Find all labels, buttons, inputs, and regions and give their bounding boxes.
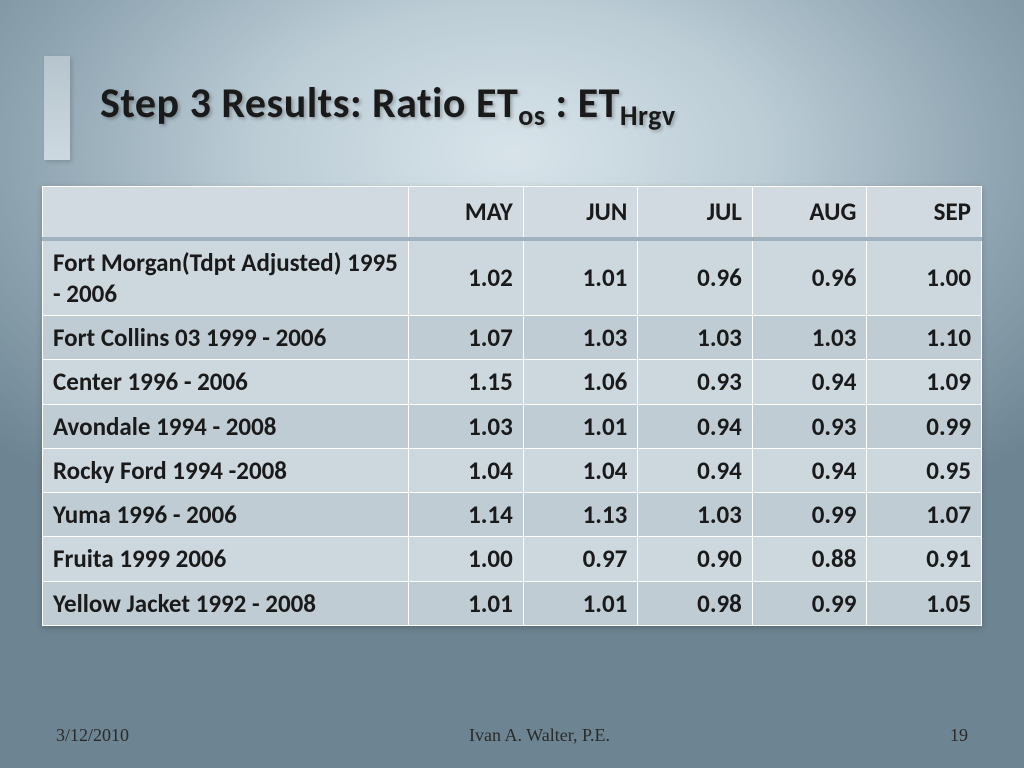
row-value: 1.03: [638, 493, 753, 537]
row-value: 1.04: [523, 448, 638, 492]
col-header-may: MAY: [409, 187, 524, 239]
footer-author: Ivan A. Walter, P.E.: [469, 725, 610, 746]
table-header-row: MAY JUN JUL AUG SEP: [43, 187, 982, 239]
row-value: 1.10: [867, 316, 982, 360]
row-value: 0.94: [752, 448, 867, 492]
row-value: 0.98: [638, 581, 753, 625]
title-mid: : ET: [546, 78, 620, 129]
table-row: Center 1996 - 20061.151.060.930.941.09: [43, 360, 982, 404]
row-value: 1.03: [638, 316, 753, 360]
table-row: Fort Morgan(Tdpt Adjusted) 1995 - 20061.…: [43, 239, 982, 316]
row-value: 0.99: [752, 581, 867, 625]
row-value: 1.03: [523, 316, 638, 360]
row-value: 1.02: [409, 239, 524, 316]
row-value: 0.94: [752, 360, 867, 404]
row-value: 1.07: [409, 316, 524, 360]
table-row: Avondale 1994 - 20081.031.010.940.930.99: [43, 404, 982, 448]
row-value: 0.93: [752, 404, 867, 448]
col-header-aug: AUG: [752, 187, 867, 239]
row-label: Fort Morgan(Tdpt Adjusted) 1995 - 2006: [43, 239, 409, 316]
row-value: 1.01: [523, 581, 638, 625]
row-value: 1.01: [523, 239, 638, 316]
row-value: 1.05: [867, 581, 982, 625]
table-row: Yuma 1996 - 20061.141.131.030.991.07: [43, 493, 982, 537]
col-header-jul: JUL: [638, 187, 753, 239]
table-row: Yellow Jacket 1992 - 20081.011.010.980.9…: [43, 581, 982, 625]
row-value: 0.99: [867, 404, 982, 448]
row-value: 0.95: [867, 448, 982, 492]
row-value: 1.00: [409, 537, 524, 581]
row-label: Fort Collins 03 1999 - 2006: [43, 316, 409, 360]
row-value: 1.03: [409, 404, 524, 448]
row-value: 0.97: [523, 537, 638, 581]
row-value: 0.91: [867, 537, 982, 581]
row-value: 1.06: [523, 360, 638, 404]
slide-title-container: Step 3 Results: Ratio ETos : ETHrgv: [100, 78, 940, 129]
results-table-container: MAY JUN JUL AUG SEP Fort Morgan(Tdpt Adj…: [42, 186, 982, 626]
row-value: 0.94: [638, 448, 753, 492]
row-value: 1.01: [523, 404, 638, 448]
table-row: Fruita 1999 20061.000.970.900.880.91: [43, 537, 982, 581]
col-header-label: [43, 187, 409, 239]
row-label: Center 1996 - 2006: [43, 360, 409, 404]
row-value: 1.03: [752, 316, 867, 360]
row-value: 0.90: [638, 537, 753, 581]
title-prefix: Step 3 Results: Ratio ET: [100, 78, 518, 129]
footer-date: 3/12/2010: [56, 725, 129, 746]
row-value: 0.99: [752, 493, 867, 537]
row-value: 1.07: [867, 493, 982, 537]
row-value: 1.00: [867, 239, 982, 316]
decorative-left-bar: [44, 56, 70, 160]
slide-footer: 3/12/2010 Ivan A. Walter, P.E. 19: [0, 725, 1024, 746]
row-value: 0.94: [638, 404, 753, 448]
row-value: 0.88: [752, 537, 867, 581]
row-value: 1.15: [409, 360, 524, 404]
row-value: 1.04: [409, 448, 524, 492]
row-value: 1.09: [867, 360, 982, 404]
row-value: 1.14: [409, 493, 524, 537]
title-sub2: Hrgv: [620, 98, 676, 133]
table-body: Fort Morgan(Tdpt Adjusted) 1995 - 20061.…: [43, 239, 982, 626]
table-row: Rocky Ford 1994 -20081.041.040.940.940.9…: [43, 448, 982, 492]
row-label: Rocky Ford 1994 -2008: [43, 448, 409, 492]
row-label: Avondale 1994 - 2008: [43, 404, 409, 448]
col-header-sep: SEP: [867, 187, 982, 239]
table-row: Fort Collins 03 1999 - 20061.071.031.031…: [43, 316, 982, 360]
footer-page: 19: [950, 725, 968, 746]
row-value: 0.93: [638, 360, 753, 404]
slide-title: Step 3 Results: Ratio ETos : ETHrgv: [100, 78, 940, 129]
row-value: 0.96: [752, 239, 867, 316]
row-value: 1.01: [409, 581, 524, 625]
row-label: Fruita 1999 2006: [43, 537, 409, 581]
row-value: 1.13: [523, 493, 638, 537]
col-header-jun: JUN: [523, 187, 638, 239]
row-label: Yellow Jacket 1992 - 2008: [43, 581, 409, 625]
results-table: MAY JUN JUL AUG SEP Fort Morgan(Tdpt Adj…: [42, 186, 982, 626]
row-value: 0.96: [638, 239, 753, 316]
title-sub1: os: [518, 98, 545, 133]
row-label: Yuma 1996 - 2006: [43, 493, 409, 537]
